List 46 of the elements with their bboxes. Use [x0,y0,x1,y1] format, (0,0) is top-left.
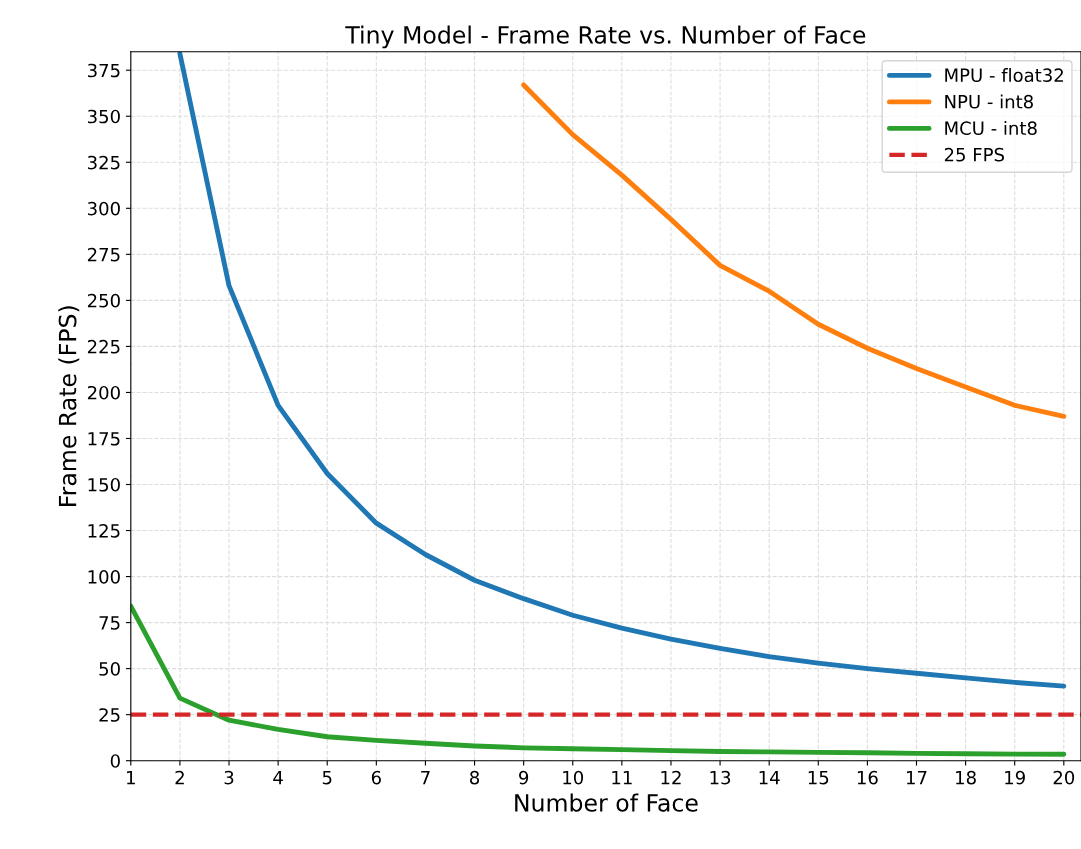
x-tick-label: 18 [956,770,976,785]
x-tick-label: 5 [322,770,332,785]
y-tick-label: 150 [88,477,120,492]
x-tick-label: 8 [470,770,480,785]
x-tick-label: 10 [563,770,584,785]
y-tick-label: 0 [110,754,120,768]
x-tick-label: 14 [759,770,780,785]
y-tick-label: 225 [87,339,120,354]
x-tick-label: 3 [224,770,234,785]
y-axis-title: Frame Rate (FPS) [58,306,80,506]
y-tick-label: 175 [88,432,120,446]
y-tick-label: 325 [87,155,120,170]
y-tick-label: 100 [88,570,120,584]
x-tick-label: 6 [371,770,381,785]
legend-label: 25 FPS [944,147,1004,162]
x-tick-label: 7 [421,770,430,785]
x-axis-title: Number of Face [515,793,698,812]
x-tick-label: 16 [857,770,878,785]
x-tick-label: 9 [519,770,529,785]
x-tick-label: 11 [612,770,632,785]
y-tick-label: 25 [99,708,120,722]
line-series [177,51,1067,689]
line-series [130,603,1067,757]
y-tick-label: 275 [87,247,120,262]
chart-title: Tiny Model - Frame Rate vs. Number of Face [345,25,866,49]
x-tick-label: 20 [1053,770,1075,785]
y-tick-label: 375 [87,63,120,78]
legend-label: MCU - int8 [945,121,1037,136]
x-tick-label: 2 [175,770,184,785]
x-tick-label: 19 [1005,770,1025,785]
y-tick-label: 200 [87,385,120,400]
legend-label: MPU - float32 [945,68,1063,83]
x-tick-label: 12 [661,770,681,785]
y-tick-label: 75 [99,616,120,630]
y-tick-label: 350 [87,109,120,124]
legend-label: NPU - int8 [945,94,1033,109]
y-tick-label: 125 [88,524,120,538]
y-tick-label: 300 [87,201,120,216]
line-series [521,82,1067,419]
x-tick-label: 15 [808,770,829,785]
y-tick-label: 250 [87,293,120,308]
x-tick-label: 4 [273,770,283,785]
x-tick-label: 1 [127,770,135,785]
x-tick-label: 13 [710,770,731,785]
x-tick-label: 17 [906,770,927,785]
y-tick-label: 50 [99,662,120,676]
